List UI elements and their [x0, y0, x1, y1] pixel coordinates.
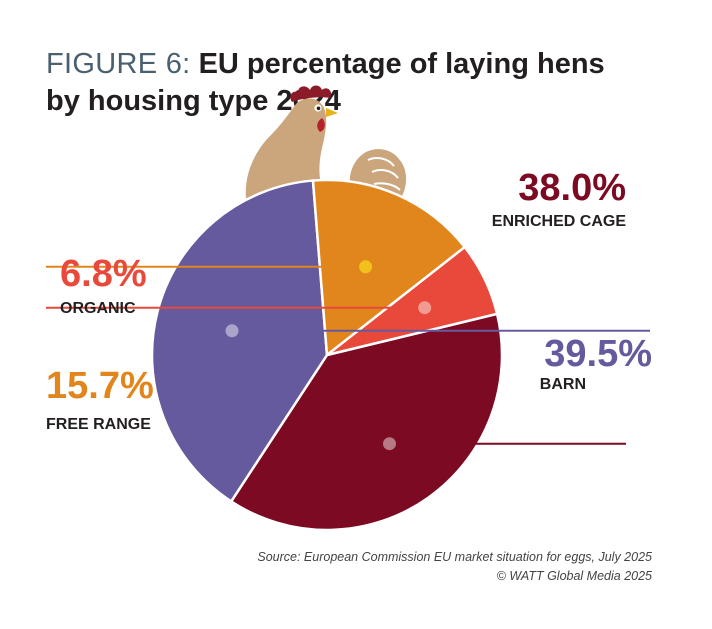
category-label-enriched-cage: ENRICHED CAGE [492, 213, 627, 230]
dot-enriched-cage [383, 437, 396, 451]
pie-slice-barn [150, 179, 329, 504]
figure-number: FIGURE 6: [46, 48, 191, 80]
value-label-organic: 6.8% [60, 253, 147, 295]
dot-free-range [359, 260, 373, 274]
category-label-organic: ORGANIC [60, 300, 136, 317]
value-label-enriched-cage: 38.0% [518, 167, 626, 209]
pie-slice-free-range [311, 178, 467, 358]
leader-lines [46, 260, 650, 451]
category-label-barn: BARN [540, 376, 586, 393]
dot-organic [418, 301, 432, 315]
value-label-barn: 39.5% [544, 333, 652, 375]
value-label-free-range: 15.7% [46, 365, 154, 407]
source-line: Source: European Commission EU market si… [257, 550, 652, 564]
source-note: Source: European Commission EU market si… [257, 548, 652, 586]
pie-slices [150, 178, 504, 532]
pie-slice-enriched-cage [229, 312, 504, 532]
pie-labels: 38.0% ENRICHED CAGE 39.5%BARN 15.7% FREE RAN… [46, 167, 652, 433]
dot-barn [225, 324, 239, 338]
category-label-free-range: FREE RANGE [46, 416, 151, 433]
pie-slice-organic [326, 245, 499, 357]
copyright-line: © WATT Global Media 2025 [496, 569, 652, 583]
